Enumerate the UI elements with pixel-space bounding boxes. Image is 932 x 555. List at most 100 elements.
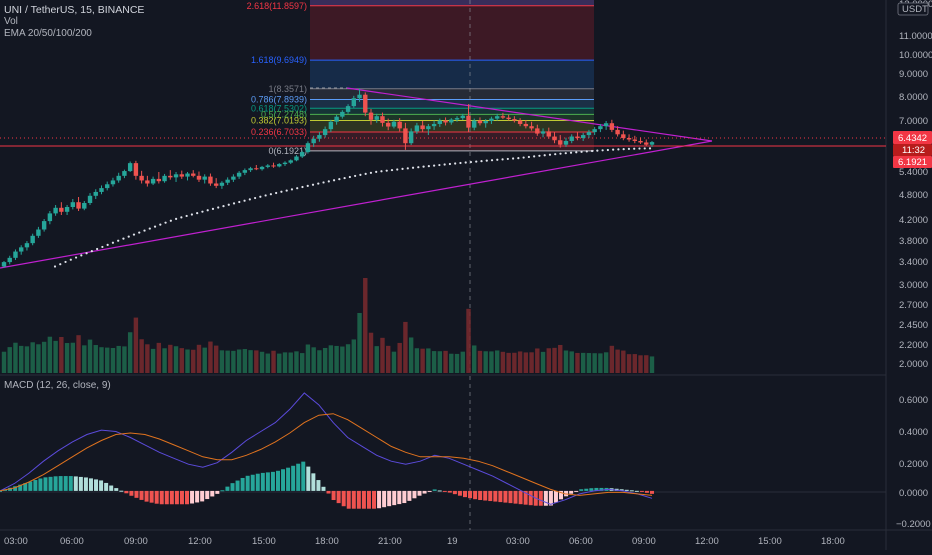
candle-body[interactable] xyxy=(225,179,230,183)
triangle-pattern[interactable] xyxy=(0,87,713,269)
candle-body[interactable] xyxy=(638,140,643,143)
candle-body[interactable] xyxy=(540,131,546,134)
candle-body[interactable] xyxy=(552,136,557,141)
candle-body[interactable] xyxy=(489,118,494,121)
candle-body[interactable] xyxy=(294,156,299,161)
candle-body[interactable] xyxy=(191,173,196,176)
candle-body[interactable] xyxy=(472,120,477,128)
candle-body[interactable] xyxy=(414,125,420,132)
candle-body[interactable] xyxy=(340,111,345,117)
candle-body[interactable] xyxy=(546,131,551,137)
candle-body[interactable] xyxy=(368,112,374,120)
candle-body[interactable] xyxy=(87,195,93,203)
candle-body[interactable] xyxy=(185,173,190,177)
candle-body[interactable] xyxy=(288,160,293,163)
candle-body[interactable] xyxy=(47,213,53,222)
candle-body[interactable] xyxy=(76,202,81,209)
candle-body[interactable] xyxy=(523,123,529,127)
candle-body[interactable] xyxy=(598,126,603,130)
candle-body[interactable] xyxy=(345,106,351,112)
candle-body[interactable] xyxy=(644,142,649,145)
candle-body[interactable] xyxy=(150,178,156,184)
candle-body[interactable] xyxy=(363,94,368,113)
candle-body[interactable] xyxy=(36,229,41,236)
candle-body[interactable] xyxy=(202,176,207,180)
candle-body[interactable] xyxy=(219,182,225,186)
candle-body[interactable] xyxy=(357,94,362,99)
candle-body[interactable] xyxy=(351,98,357,107)
candle-body[interactable] xyxy=(586,132,592,136)
candle-body[interactable] xyxy=(592,129,597,133)
candle-body[interactable] xyxy=(649,142,655,145)
candle-body[interactable] xyxy=(7,257,12,263)
candle-body[interactable] xyxy=(397,121,402,129)
candle-body[interactable] xyxy=(168,175,173,178)
candle-body[interactable] xyxy=(70,202,76,207)
candle-body[interactable] xyxy=(139,175,144,181)
candle-body[interactable] xyxy=(53,207,58,214)
candle-body[interactable] xyxy=(64,207,70,212)
candle-body[interactable] xyxy=(517,120,523,124)
time-axis[interactable]: 03:00 06:00 09:00 12:00 15:00 18:00 21:0… xyxy=(4,536,845,547)
candle-body[interactable] xyxy=(277,164,282,167)
candle-body[interactable] xyxy=(477,120,483,124)
candle-body[interactable] xyxy=(145,180,150,184)
candle-body[interactable] xyxy=(322,129,328,136)
candle-body[interactable] xyxy=(1,262,7,267)
candle-body[interactable] xyxy=(179,174,184,177)
ema-indicator-label[interactable]: EMA 20/50/100/200 xyxy=(4,28,92,39)
candle-body[interactable] xyxy=(259,166,265,170)
candle-body[interactable] xyxy=(558,140,563,145)
candle-body[interactable] xyxy=(317,135,322,139)
candle-body[interactable] xyxy=(615,129,620,135)
candle-body[interactable] xyxy=(248,168,253,171)
candle-body[interactable] xyxy=(621,134,626,139)
candle-body[interactable] xyxy=(626,138,632,140)
candle-body[interactable] xyxy=(213,183,219,186)
price-axis[interactable]: 12.0000 11.0000 10.0000 9.0000 8.0000 7.… xyxy=(899,0,932,370)
symbol-title[interactable]: UNI / TetherUS, 15, BINANCE xyxy=(4,4,145,16)
candle-body[interactable] xyxy=(403,128,408,144)
candle-body[interactable] xyxy=(93,191,98,196)
candle-body[interactable] xyxy=(196,175,202,180)
candle-body[interactable] xyxy=(236,172,242,177)
candle-body[interactable] xyxy=(408,131,414,144)
candle-body[interactable] xyxy=(420,125,425,130)
candle-body[interactable] xyxy=(512,119,517,121)
candlestick-series[interactable] xyxy=(1,88,655,268)
triangle-lower-trendline[interactable] xyxy=(0,140,713,269)
candle-body[interactable] xyxy=(173,174,179,178)
candle-body[interactable] xyxy=(328,121,334,130)
candle-body[interactable] xyxy=(454,118,460,120)
candle-body[interactable] xyxy=(30,235,35,244)
currency-badge[interactable] xyxy=(897,2,929,16)
triangle-upper-trendline[interactable] xyxy=(346,87,713,142)
candle-body[interactable] xyxy=(529,126,534,129)
candle-body[interactable] xyxy=(242,170,248,173)
candle-body[interactable] xyxy=(156,178,162,182)
candle-body[interactable] xyxy=(41,221,47,230)
candle-body[interactable] xyxy=(466,115,471,128)
candle-body[interactable] xyxy=(500,116,506,118)
candle-body[interactable] xyxy=(116,175,121,181)
candle-body[interactable] xyxy=(305,143,311,153)
candle-body[interactable] xyxy=(208,176,213,184)
candle-body[interactable] xyxy=(426,126,431,130)
candle-body[interactable] xyxy=(105,184,110,189)
candle-body[interactable] xyxy=(443,120,448,123)
candle-body[interactable] xyxy=(110,180,116,185)
candle-body[interactable] xyxy=(133,163,139,176)
candle-body[interactable] xyxy=(580,135,586,139)
candle-body[interactable] xyxy=(603,123,609,127)
candle-body[interactable] xyxy=(632,139,637,141)
candle-body[interactable] xyxy=(569,136,574,141)
candle-body[interactable] xyxy=(380,116,385,123)
candle-body[interactable] xyxy=(162,175,167,182)
candle-body[interactable] xyxy=(563,140,569,145)
candle-body[interactable] xyxy=(13,251,18,258)
candle-body[interactable] xyxy=(99,188,104,192)
candle-body[interactable] xyxy=(506,117,511,120)
candle-body[interactable] xyxy=(460,115,465,119)
